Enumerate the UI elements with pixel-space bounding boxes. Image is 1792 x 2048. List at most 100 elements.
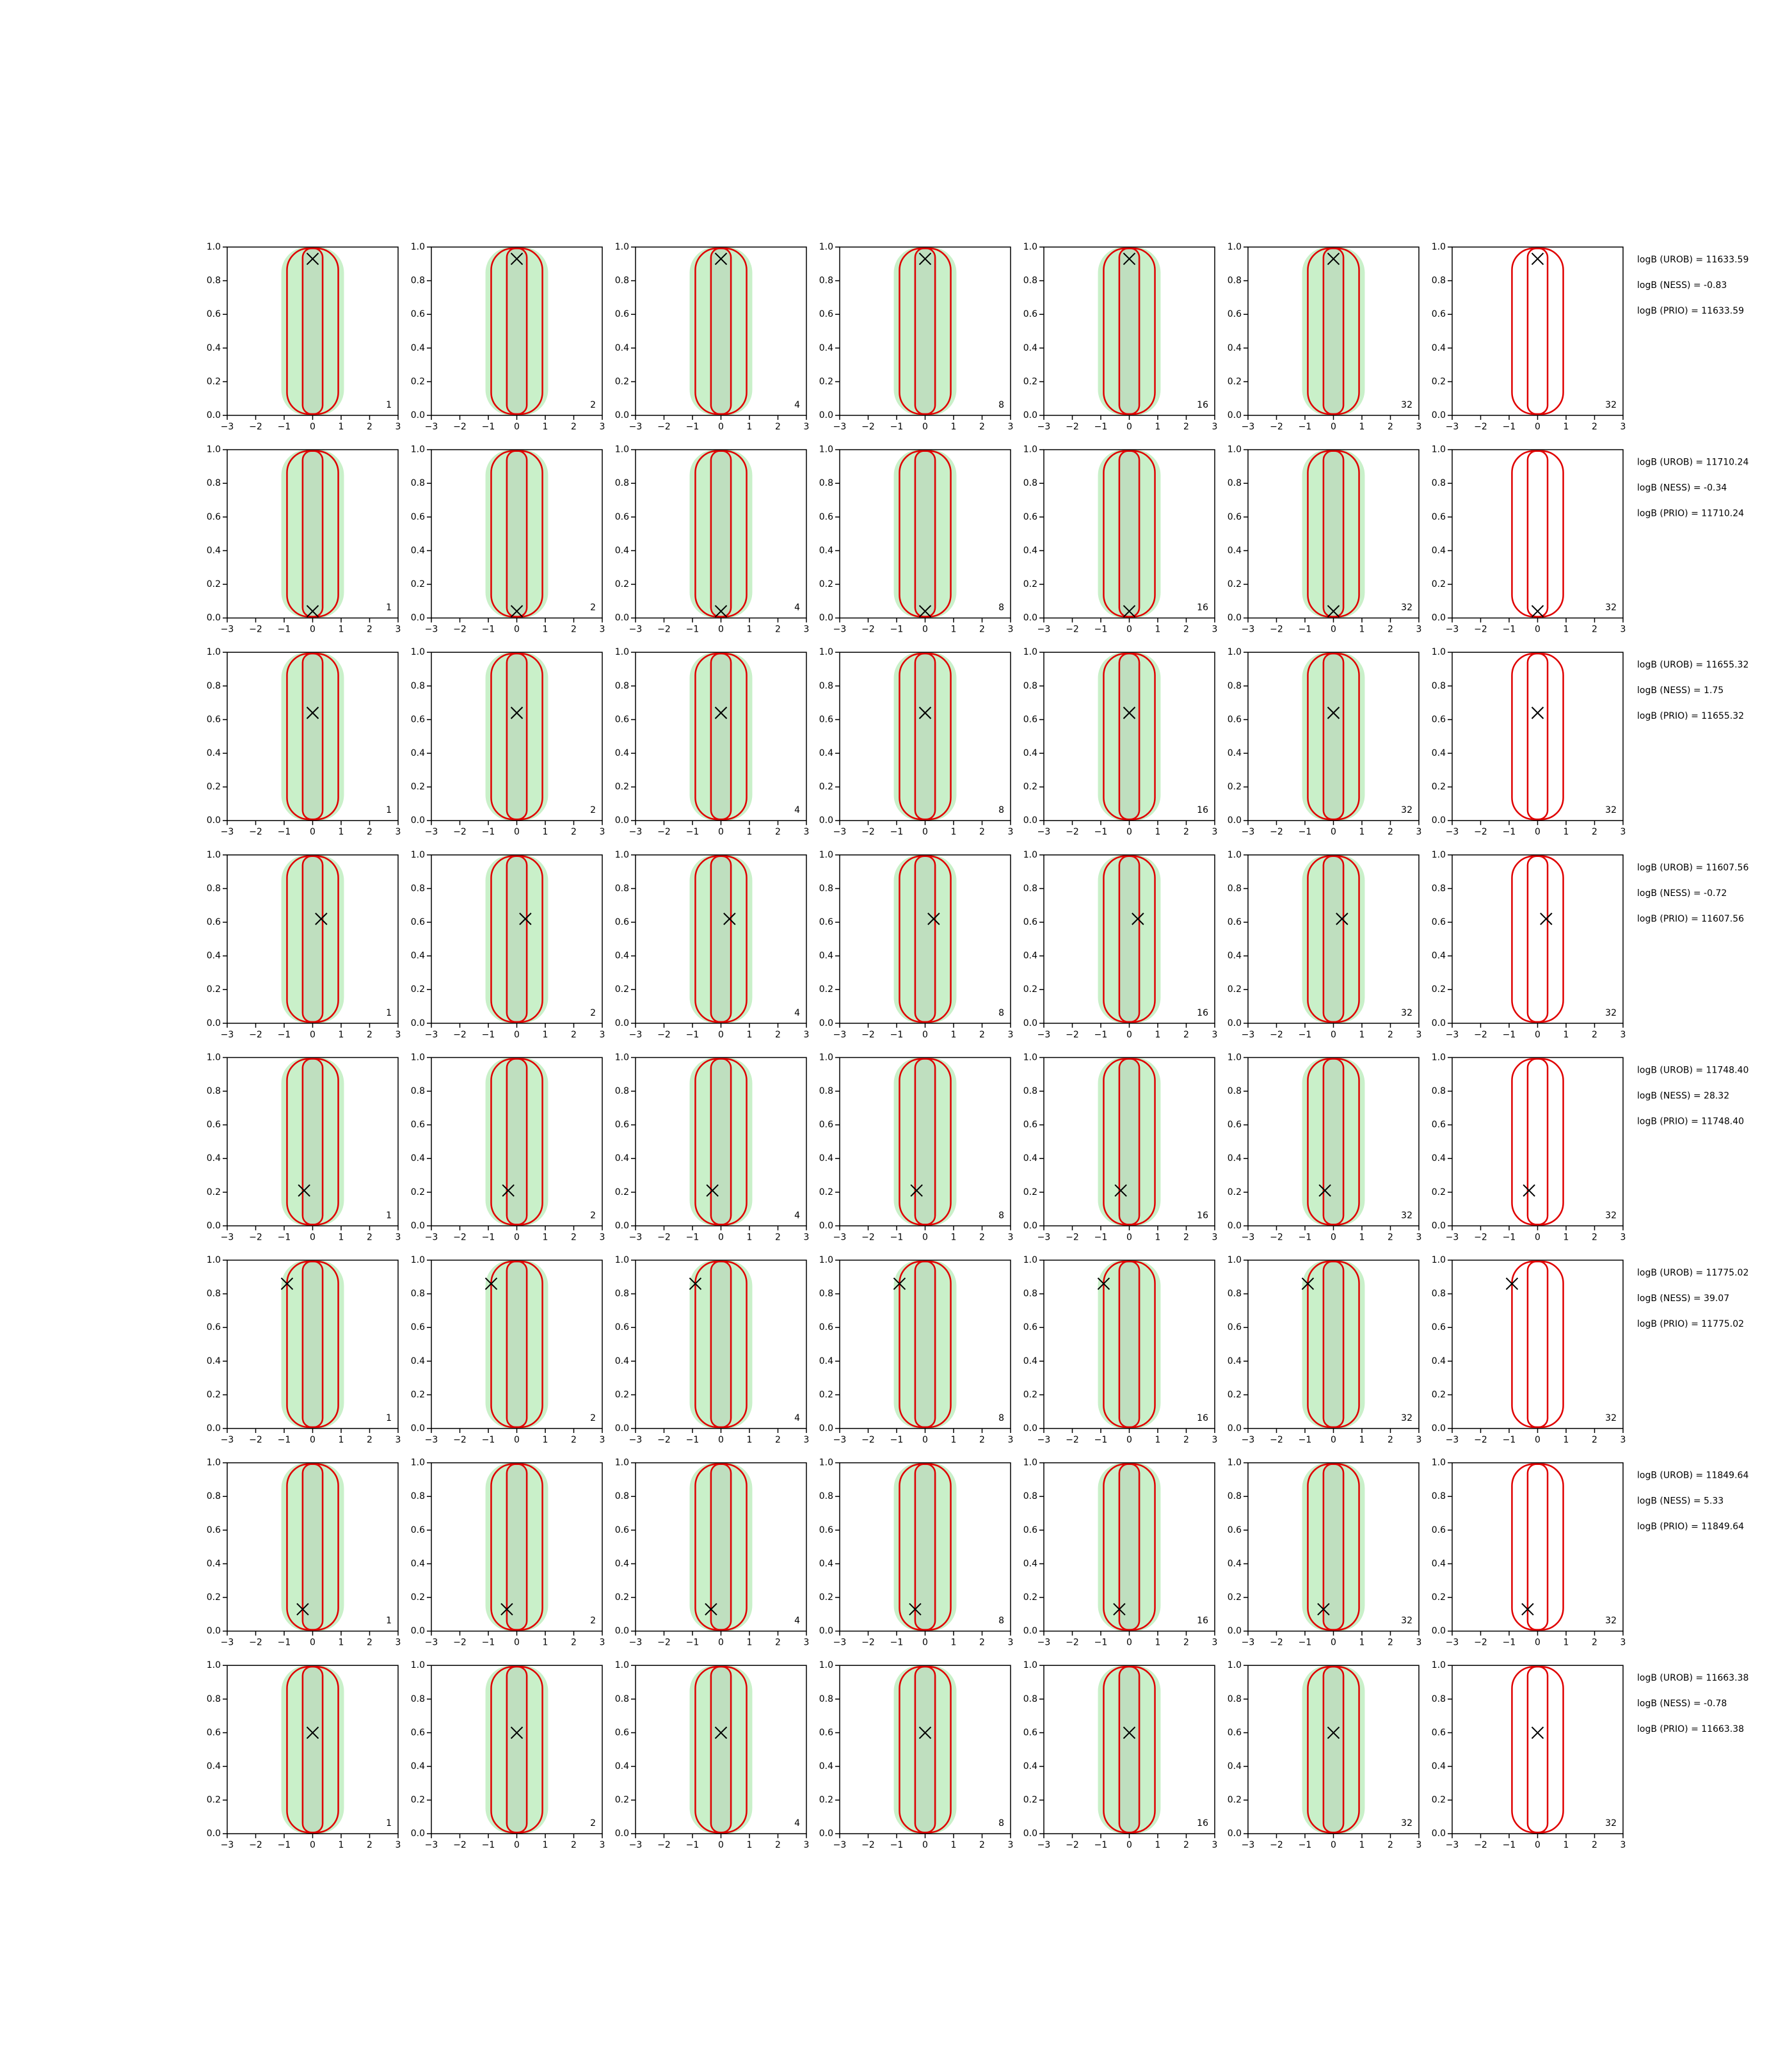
contour-outer [1511, 1058, 1564, 1226]
x-tick-label: 0 [310, 625, 316, 635]
panel-label: 32 [1401, 1008, 1412, 1018]
y-tick-label: 1.0 [819, 1255, 833, 1265]
true-point [909, 1603, 922, 1616]
panel: −3 −2 −1 0 1 2 3 0.0 0.2 0.4 0.6 0.8 1.0 32 [1432, 1255, 1626, 1445]
density-core [1117, 652, 1141, 821]
x-tick-label: −1 [686, 1840, 700, 1850]
x-tick-label: −1 [1503, 422, 1516, 432]
x-tick-label: 1 [1359, 1232, 1365, 1242]
contour-inner [1322, 1058, 1345, 1226]
y-tick-label: 0.0 [1432, 1018, 1446, 1028]
y-tick-label: 1.0 [1023, 1255, 1037, 1265]
x-tick-label: 0 [922, 1232, 928, 1242]
y-tick-label: 0.6 [1023, 917, 1037, 927]
density-core [301, 1260, 324, 1428]
panel-label: 32 [1401, 1210, 1412, 1220]
x-tick-label: 2 [1183, 422, 1189, 432]
x-tick-label: 3 [1620, 827, 1626, 837]
x-tick-label: −1 [278, 422, 291, 432]
true-point [315, 913, 328, 925]
density-region [1098, 1057, 1161, 1226]
x-tick-label: −1 [1094, 827, 1108, 837]
true-point [714, 252, 728, 266]
y-tick-label: 0.0 [1228, 1626, 1242, 1636]
x-tick-label: −1 [686, 1435, 700, 1445]
x-tick-label: −2 [249, 1840, 262, 1850]
x-tick-label: −2 [1270, 1840, 1283, 1850]
y-tick-label: 0.4 [1228, 545, 1242, 556]
contour-outer [1511, 652, 1564, 820]
x-tick-label: 3 [1008, 1030, 1014, 1040]
contour-inner [1322, 450, 1345, 618]
panel: −3 −2 −1 0 1 2 3 0.0 0.2 0.4 0.6 0.8 1.0 8 [819, 1660, 1014, 1850]
x-tick-label: 0 [1126, 1030, 1132, 1040]
x-tick-label: −3 [629, 422, 643, 432]
x-tick-label: 2 [1592, 1435, 1597, 1445]
y-tick-label: 0.2 [1432, 984, 1446, 995]
y-tick-label: 1.0 [411, 1660, 425, 1670]
annotation: logB (UROB) = 11748.40 [1637, 1065, 1748, 1075]
density-core [913, 449, 937, 618]
y-tick-label: 0.8 [819, 276, 833, 286]
y-tick-label: 1.0 [1023, 1458, 1037, 1468]
panel-label: 1 [386, 1008, 392, 1018]
panel-label: 16 [1197, 1616, 1208, 1626]
panel: −3 −2 −1 0 1 2 3 0.0 0.2 0.4 0.6 0.8 1.0 16 [1023, 850, 1218, 1040]
y-tick-label: 0.6 [1432, 714, 1446, 724]
y-tick-label: 1.0 [1228, 1660, 1242, 1670]
y-tick-label: 0.2 [819, 1795, 833, 1805]
panel-label: 4 [794, 1210, 800, 1220]
x-tick-label: 2 [979, 827, 985, 837]
panel: −3 −2 −1 0 1 2 3 0.0 0.2 0.4 0.6 0.8 1.0 2 [411, 1052, 605, 1242]
y-tick-label: 0.8 [1023, 1694, 1037, 1704]
density-core [709, 247, 733, 415]
y-tick-label: 0.0 [819, 815, 833, 826]
y-tick-label: 0.8 [615, 1289, 629, 1299]
y-tick-label: 0.4 [207, 748, 221, 758]
y-tick-label: 1.0 [1432, 850, 1446, 860]
true-point [306, 707, 319, 719]
contour-inner [1322, 1260, 1345, 1428]
x-tick-label: 1 [1155, 827, 1161, 837]
x-tick-label: 1 [339, 422, 344, 432]
x-tick-label: 1 [1564, 1232, 1569, 1242]
contour-inner [710, 1260, 732, 1428]
panel: −3 −2 −1 0 1 2 3 0.0 0.2 0.4 0.6 0.8 1.0 4 [615, 1255, 810, 1445]
density-region [281, 854, 344, 1023]
density-region [1302, 247, 1365, 415]
y-tick-label: 0.8 [819, 883, 833, 893]
density-core [1117, 247, 1141, 415]
y-tick-label: 0.0 [819, 1018, 833, 1028]
x-tick-label: 2 [1183, 625, 1189, 635]
y-tick-label: 0.8 [411, 681, 425, 691]
x-tick-label: 1 [951, 1232, 957, 1242]
contour-inner [1526, 855, 1549, 1023]
panel: −3 −2 −1 0 1 2 3 0.0 0.2 0.4 0.6 0.8 1.0 4 [615, 1458, 810, 1648]
x-tick-label: 3 [1212, 1232, 1218, 1242]
density-region [485, 652, 548, 821]
contour-inner [301, 450, 324, 618]
y-tick-label: 1.0 [1432, 1255, 1446, 1265]
x-tick-label: 0 [1331, 625, 1336, 635]
x-tick-label: 2 [1592, 1232, 1597, 1242]
density-core [913, 652, 937, 821]
density-region [1302, 1462, 1365, 1631]
x-tick-label: 2 [1388, 1435, 1393, 1445]
x-tick-label: −1 [1299, 1435, 1312, 1445]
density-core [709, 449, 733, 618]
true-point [298, 1184, 310, 1197]
x-tick-label: 0 [310, 1030, 316, 1040]
x-tick-label: 2 [571, 1435, 577, 1445]
y-tick-label: 0.4 [1228, 1153, 1242, 1164]
y-tick-label: 1.0 [1228, 1255, 1242, 1265]
x-tick-label: 0 [718, 625, 724, 635]
y-tick-label: 0.2 [1023, 1592, 1037, 1603]
y-tick-label: 0.4 [1228, 343, 1242, 353]
x-tick-label: −3 [833, 1840, 847, 1850]
x-tick-label: 0 [718, 827, 724, 837]
y-tick-label: 0.4 [411, 343, 425, 353]
true-point [1113, 1603, 1126, 1616]
y-tick-label: 0.6 [1023, 1322, 1037, 1332]
y-tick-label: 0.2 [411, 782, 425, 792]
annotation: logB (NESS) = -0.78 [1637, 1699, 1727, 1709]
